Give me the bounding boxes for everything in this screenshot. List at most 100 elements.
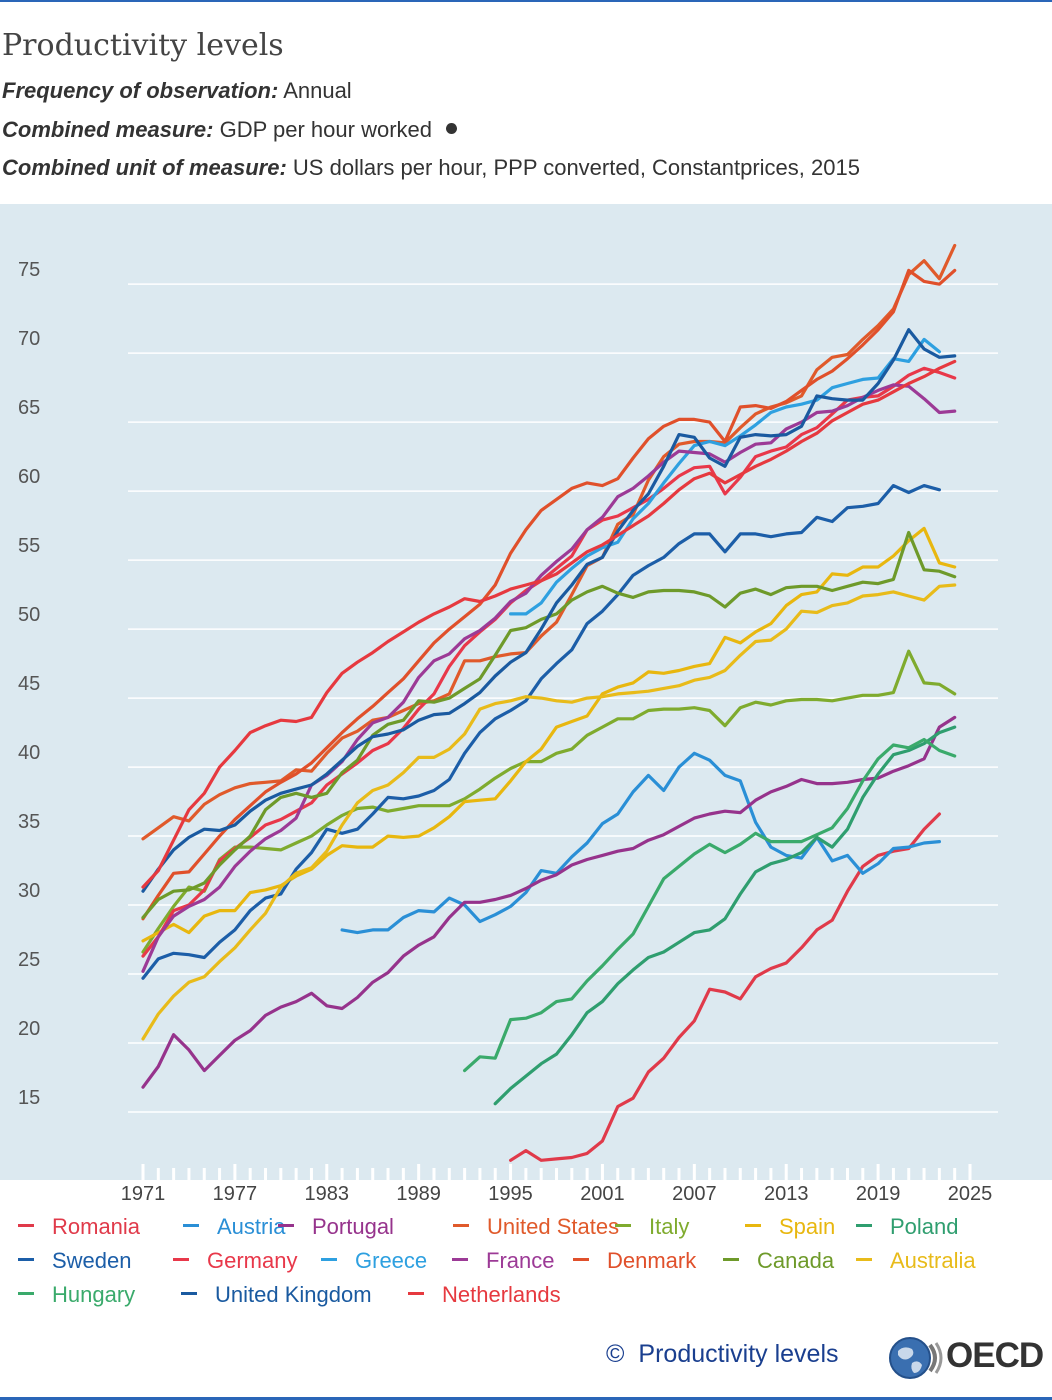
legend-label: Germany	[207, 1248, 298, 1273]
source-link[interactable]: Productivity levels	[638, 1340, 839, 1368]
legend-label: Spain	[779, 1214, 836, 1239]
legend-item-denmark[interactable]: Denmark	[573, 1248, 696, 1274]
series-line-italy	[141, 649, 957, 954]
legend-item-portugal[interactable]: Portugal	[278, 1214, 394, 1240]
y-tick-label: 75	[18, 259, 40, 281]
unit-label: Combined unit of measure:	[2, 155, 287, 180]
legend-item-france[interactable]: France	[452, 1248, 554, 1274]
legend-swatch	[321, 1258, 337, 1261]
legend-item-greece[interactable]: Greece	[321, 1248, 427, 1274]
legend-label: Denmark	[607, 1248, 697, 1273]
frequency-value: Annual	[283, 78, 352, 103]
x-tick-label: 2013	[763, 1183, 809, 1205]
legend-label: Sweden	[52, 1248, 132, 1273]
legend-item-italy[interactable]: Italy	[615, 1214, 689, 1240]
y-tick-label: 45	[18, 673, 40, 695]
series-line-poland	[493, 725, 957, 1106]
legend-swatch	[18, 1292, 34, 1295]
legend-item-netherlands[interactable]: Netherlands	[408, 1282, 561, 1308]
x-tick-label: 2025	[947, 1183, 993, 1205]
x-tick-label: 1989	[396, 1183, 441, 1205]
chart-svg: 15 20 25 30 35 40 45 50 55 60 65 70 75	[18, 243, 998, 1180]
legend-label: Portugal	[312, 1214, 394, 1239]
series-line-hungary	[463, 737, 957, 1073]
series-line-greece	[509, 337, 942, 616]
series-line-austria	[340, 751, 942, 935]
y-tick-label: 50	[18, 604, 40, 626]
legend-label: United Kingdom	[215, 1282, 372, 1307]
legend-item-hungary[interactable]: Hungary	[18, 1282, 135, 1308]
legend-item-sweden[interactable]: Sweden	[18, 1248, 132, 1274]
legend-swatch	[453, 1224, 469, 1227]
oecd-logo-text: OECD	[946, 1336, 1044, 1375]
y-tick-label: 35	[18, 811, 40, 833]
oecd-globe-icon	[889, 1337, 943, 1379]
legend-swatch	[723, 1258, 739, 1261]
legend-label: France	[486, 1248, 555, 1273]
measure-line: Combined measure: GDP per hour worked	[2, 117, 457, 143]
x-tick-label: 2007	[672, 1183, 717, 1205]
footer-source: © Productivity levels	[606, 1340, 839, 1369]
legend-swatch	[183, 1224, 199, 1227]
legend-item-spain[interactable]: Spain	[745, 1214, 835, 1240]
series-line-spain	[141, 526, 957, 943]
x-tick-label: 1971	[120, 1183, 166, 1205]
legend-swatch	[856, 1224, 872, 1227]
y-tick-label: 70	[18, 328, 40, 350]
x-tick-label: 2019	[855, 1183, 901, 1205]
legend-label: Greece	[355, 1248, 428, 1273]
y-tick-label: 65	[18, 397, 40, 419]
x-tick-label: 1995	[488, 1183, 533, 1205]
x-tick-label: 2001	[580, 1183, 625, 1205]
legend-label: United States	[487, 1214, 620, 1239]
series-line-united-states	[141, 243, 957, 841]
legend-item-austria[interactable]: Austria	[183, 1214, 285, 1240]
legend-item-canada[interactable]: Canada	[723, 1248, 834, 1274]
legend-swatch	[173, 1258, 189, 1261]
top-rule	[0, 0, 1052, 2]
y-tick-label: 55	[18, 535, 40, 557]
legend-swatch	[856, 1258, 872, 1261]
legend-label: Hungary	[52, 1282, 136, 1307]
legend-swatch	[18, 1224, 34, 1227]
bottom-rule	[0, 1397, 1052, 1400]
legend-label: Canada	[757, 1248, 835, 1273]
legend-item-united-kingdom[interactable]: United Kingdom	[181, 1282, 372, 1308]
unit-value: US dollars per hour, PPP converted, Cons…	[292, 155, 860, 180]
legend-label: Australia	[890, 1248, 976, 1273]
page-title: Productivity levels	[2, 28, 284, 63]
unit-line: Combined unit of measure: US dollars per…	[2, 155, 860, 181]
series-line-netherlands	[141, 359, 957, 889]
legend-item-germany[interactable]: Germany	[173, 1248, 297, 1274]
measure-value: GDP per hour worked	[219, 117, 432, 142]
series-line-denmark	[141, 268, 957, 921]
legend-item-australia[interactable]: Australia	[856, 1248, 976, 1274]
x-tick-label: 1977	[212, 1183, 258, 1205]
legend-swatch	[181, 1292, 197, 1295]
series-line-united-kingdom	[141, 328, 957, 893]
legend-item-poland[interactable]: Poland	[856, 1214, 959, 1240]
legend-swatch	[573, 1258, 589, 1261]
measure-label: Combined measure:	[2, 117, 214, 142]
copyright-icon: ©	[606, 1340, 625, 1368]
legend-item-romania[interactable]: Romania	[18, 1214, 140, 1240]
series-line-germany	[141, 366, 957, 958]
y-tick-label: 40	[18, 742, 40, 764]
legend-swatch	[615, 1224, 631, 1227]
legend-label: Austria	[217, 1214, 286, 1239]
line-chart: 15 20 25 30 35 40 45 50 55 60 65 70 75	[0, 204, 1052, 1180]
legend-item-united-states[interactable]: United States	[453, 1214, 619, 1240]
series-line-romania	[509, 812, 942, 1162]
frequency-label: Frequency of observation:	[2, 78, 279, 103]
measure-dot-icon	[446, 123, 457, 134]
oecd-logo[interactable]: OECD	[886, 1333, 1048, 1383]
y-tick-label: 30	[18, 880, 40, 902]
legend-label: Poland	[890, 1214, 959, 1239]
y-tick-label: 20	[18, 1018, 40, 1040]
legend-swatch	[408, 1292, 424, 1295]
legend-label: Netherlands	[442, 1282, 561, 1307]
y-tick-label: 15	[18, 1087, 40, 1109]
y-tick-label: 25	[18, 949, 40, 971]
series-line-portugal	[141, 715, 957, 1089]
legend-swatch	[18, 1258, 34, 1261]
